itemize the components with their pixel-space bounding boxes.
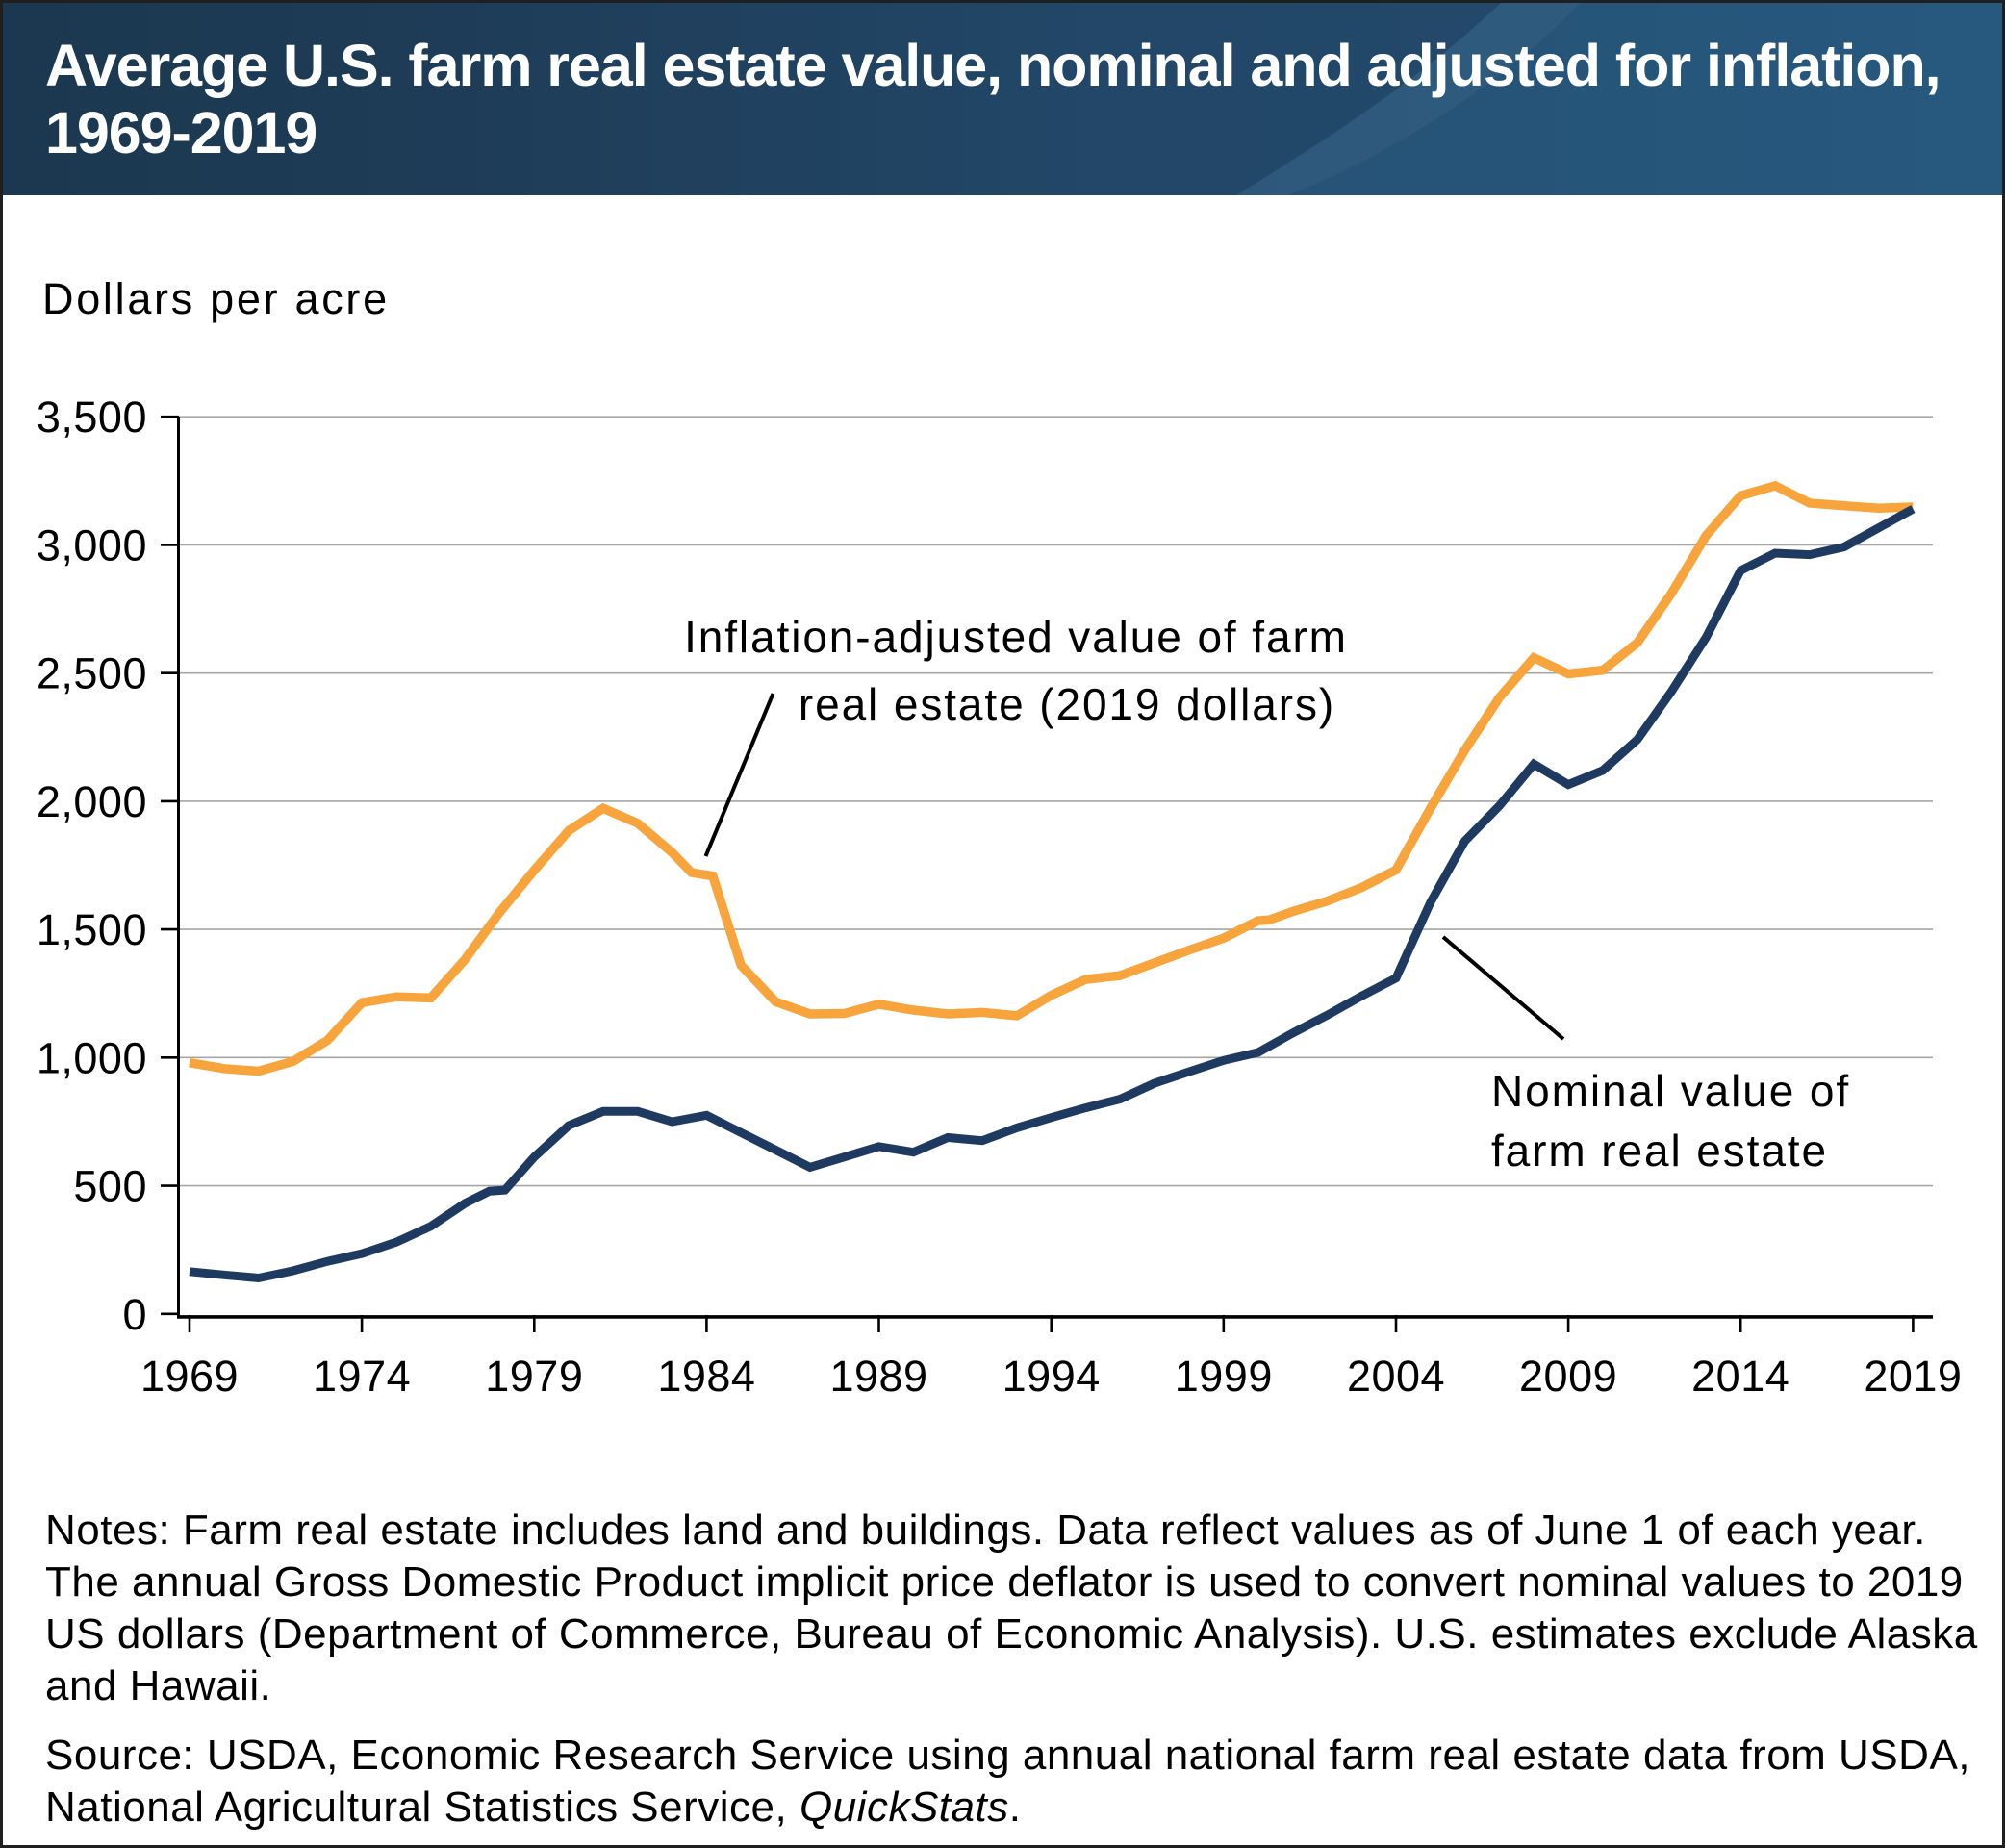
svg-text:1999: 1999: [1175, 1352, 1273, 1401]
svg-text:Nominal value of: Nominal value of: [1491, 1066, 1850, 1116]
svg-text:3,000: 3,000: [37, 520, 147, 570]
svg-text:2,000: 2,000: [37, 777, 147, 826]
svg-text:Inflation-adjusted value of fa: Inflation-adjusted value of farm: [684, 612, 1348, 662]
svg-text:2019: 2019: [1864, 1352, 1962, 1401]
svg-text:1989: 1989: [829, 1352, 927, 1401]
svg-text:1,500: 1,500: [37, 905, 147, 954]
svg-text:real estate (2019 dollars): real estate (2019 dollars): [799, 679, 1335, 729]
svg-text:farm real estate: farm real estate: [1491, 1126, 1828, 1176]
svg-text:1,000: 1,000: [37, 1033, 147, 1082]
svg-text:2,500: 2,500: [37, 649, 147, 698]
svg-text:2004: 2004: [1347, 1352, 1445, 1401]
svg-text:500: 500: [73, 1162, 147, 1211]
svg-text:2014: 2014: [1691, 1352, 1789, 1401]
svg-text:1974: 1974: [313, 1352, 411, 1401]
svg-text:3,500: 3,500: [37, 392, 147, 442]
svg-text:1994: 1994: [1002, 1352, 1101, 1401]
svg-text:0: 0: [122, 1290, 147, 1339]
svg-text:2009: 2009: [1519, 1352, 1617, 1401]
svg-text:1979: 1979: [485, 1352, 583, 1401]
svg-text:1984: 1984: [657, 1352, 755, 1401]
svg-text:1969: 1969: [140, 1352, 239, 1401]
